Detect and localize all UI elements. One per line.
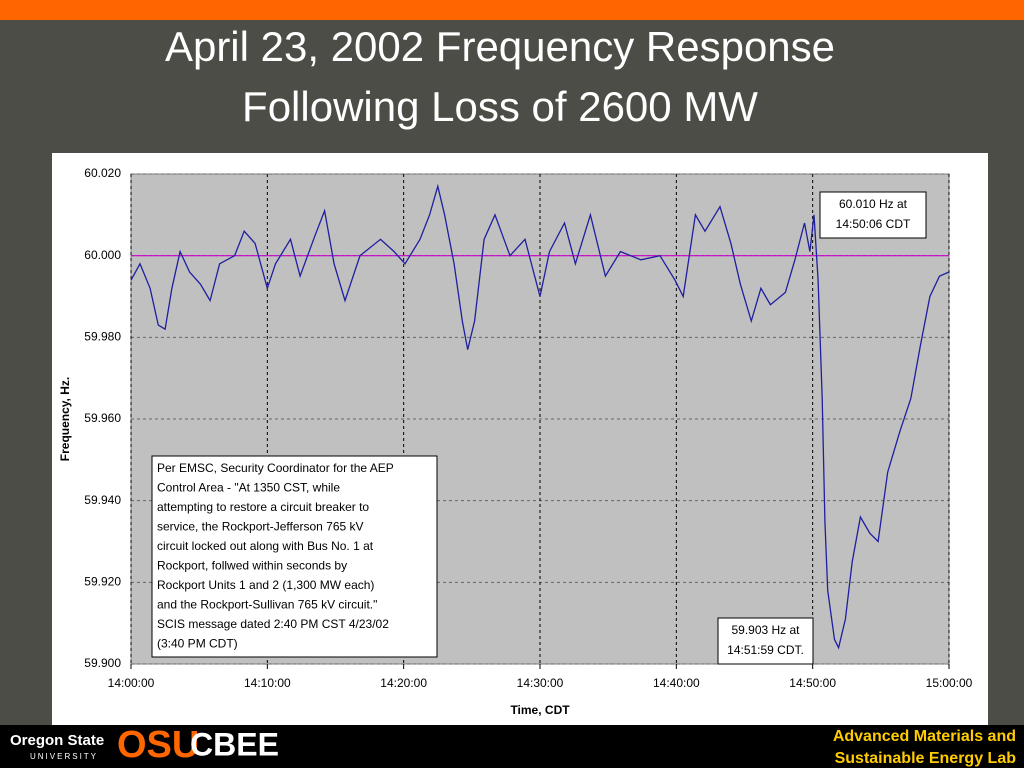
x-axis-title: Time, CDT	[510, 703, 570, 717]
annotation-text: (3:40 PM CDT)	[157, 636, 238, 650]
x-tick-label: 15:00:00	[926, 676, 973, 690]
annotation-box	[151, 455, 438, 658]
annotation-text: 14:50:06 CDT	[836, 217, 911, 231]
line-series	[130, 183, 950, 650]
annotation-text: 59.903 Hz at	[731, 623, 800, 637]
annotation-text: Control Area - "At 1350 CST, while	[157, 480, 340, 494]
y-tick-label: 59.960	[84, 411, 121, 425]
annotation-text: and the Rockport-Sullivan 765 kV circuit…	[157, 597, 377, 611]
footer-lab: Sustainable Energy Lab	[835, 750, 1017, 767]
annotation-text: SCIS message dated 2:40 PM CST 4/23/02	[157, 617, 389, 631]
annotation-text: 60.010 Hz at	[839, 197, 908, 211]
y-tick-label: 59.940	[84, 493, 121, 507]
footer-cbee: CBEE	[190, 726, 279, 762]
annotation-text: service, the Rockport-Jefferson 765 kV	[157, 519, 364, 533]
y-tick-label: 59.920	[84, 575, 121, 589]
annotation-text: 14:51:59 CDT.	[727, 643, 804, 657]
annotation-text: Rockport, follwed within seconds by	[157, 558, 347, 572]
y-axis-title: Frequency, Hz.	[58, 377, 72, 461]
footer-logo: UNIVERSITY	[30, 752, 98, 761]
plot: 59.900 59.920 59.940 59.960 59.980 60.000 60.0…	[84, 166, 972, 690]
x-tick-label: 14:10:00	[244, 676, 291, 690]
x-tick-label: 14:50:00	[789, 676, 836, 690]
footer-logo: Oregon State	[10, 732, 104, 749]
annotation-text: Rockport Units 1 and 2 (1,300 MW each)	[157, 578, 374, 592]
annotation-text: circuit locked out along with Bus No. 1 …	[157, 539, 374, 553]
y-tick-label: 60.000	[84, 248, 121, 262]
y-tick-label: 59.900	[84, 656, 121, 670]
x-tick-label: 14:20:00	[380, 676, 427, 690]
top-bar	[0, 0, 1024, 20]
footer-lab: Advanced Materials and	[833, 728, 1016, 745]
x-tick-label: 14:00:00	[108, 676, 155, 690]
footer-bar	[0, 725, 1024, 768]
y-tick-label: 60.020	[84, 166, 121, 180]
slide-title: Following Loss of 2600 MW	[242, 83, 758, 130]
y-tick-label: 59.980	[84, 330, 121, 344]
x-tick-label: 14:30:00	[517, 676, 564, 690]
x-tick-label: 14:40:00	[653, 676, 700, 690]
annotation-text: Per EMSC, Security Coordinator for the A…	[157, 461, 394, 475]
footer-osu: OSU	[117, 724, 199, 766]
annotation-box	[819, 191, 927, 239]
annotation-text: attempting to restore a circuit breaker …	[157, 500, 369, 514]
annotation-box	[717, 617, 814, 665]
slide-title: April 23, 2002 Frequency Response	[165, 23, 835, 70]
